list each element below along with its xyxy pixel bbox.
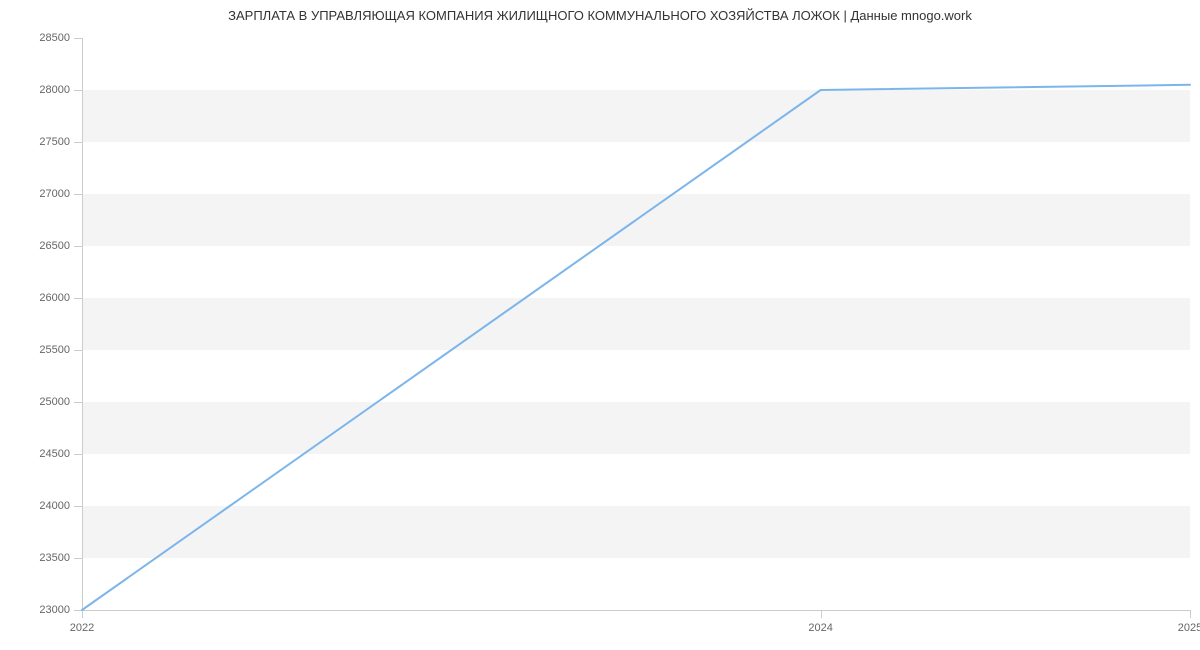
salary-line-chart: ЗАРПЛАТА В УПРАВЛЯЮЩАЯ КОМПАНИЯ ЖИЛИЩНОГ…: [0, 0, 1200, 650]
x-axis-line: [82, 610, 1190, 611]
y-tick-label: 26000: [10, 292, 70, 304]
y-tick-mark: [74, 454, 82, 455]
chart-title: ЗАРПЛАТА В УПРАВЛЯЮЩАЯ КОМПАНИЯ ЖИЛИЩНОГ…: [0, 8, 1200, 23]
y-tick-mark: [74, 194, 82, 195]
y-tick-label: 23500: [10, 552, 70, 564]
y-tick-mark: [74, 246, 82, 247]
series-line-salary: [82, 85, 1190, 610]
y-tick-mark: [74, 142, 82, 143]
x-tick-label: 2024: [808, 622, 832, 634]
y-tick-label: 27000: [10, 188, 70, 200]
y-tick-mark: [74, 506, 82, 507]
y-tick-mark: [74, 90, 82, 91]
x-tick-label: 2025: [1178, 622, 1200, 634]
y-tick-label: 28500: [10, 32, 70, 44]
x-tick-mark: [1190, 610, 1191, 618]
y-tick-mark: [74, 38, 82, 39]
x-tick-mark: [821, 610, 822, 618]
y-tick-mark: [74, 558, 82, 559]
y-tick-label: 28000: [10, 84, 70, 96]
y-tick-mark: [74, 298, 82, 299]
y-tick-label: 26500: [10, 240, 70, 252]
y-tick-label: 24000: [10, 500, 70, 512]
plot-area: 2300023500240002450025000255002600026500…: [82, 38, 1190, 610]
y-tick-label: 23000: [10, 604, 70, 616]
y-tick-mark: [74, 402, 82, 403]
y-tick-mark: [74, 610, 82, 611]
x-tick-label: 2022: [70, 622, 94, 634]
y-tick-label: 27500: [10, 136, 70, 148]
x-tick-mark: [82, 610, 83, 618]
y-tick-label: 25500: [10, 344, 70, 356]
y-tick-label: 25000: [10, 396, 70, 408]
y-tick-label: 24500: [10, 448, 70, 460]
y-tick-mark: [74, 350, 82, 351]
series-layer: [82, 38, 1190, 610]
